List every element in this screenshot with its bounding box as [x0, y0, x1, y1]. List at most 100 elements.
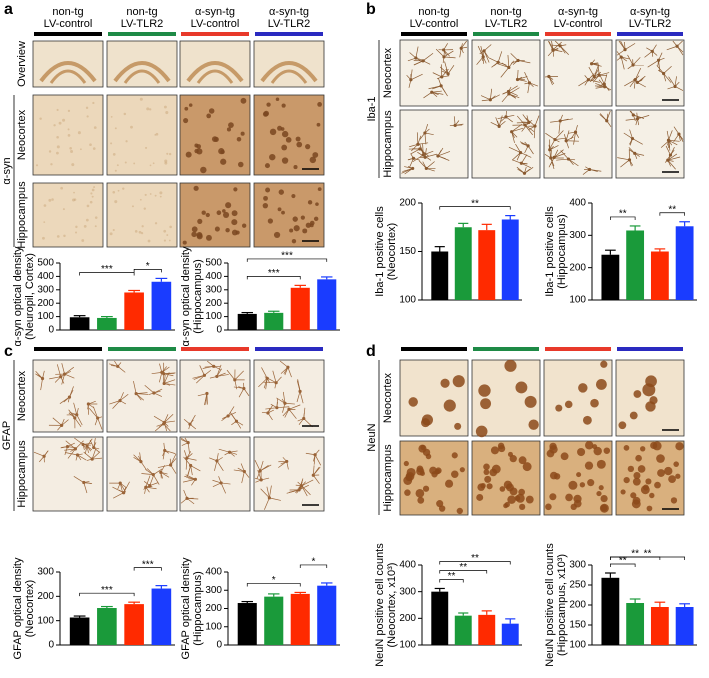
cell: [627, 158, 632, 162]
cell: [415, 489, 425, 498]
cell-process: [216, 460, 224, 472]
cell-process: [432, 72, 442, 78]
cell: [118, 399, 122, 403]
cell: [416, 142, 420, 146]
group-label: LV-control: [554, 18, 603, 30]
cell-process: [632, 138, 643, 145]
cell: [163, 448, 167, 453]
cell: [166, 234, 169, 237]
y-axis-label: (Hippocampus): [556, 214, 568, 289]
significance-bracket: [610, 556, 685, 560]
cell: [225, 202, 232, 209]
cell: [579, 482, 586, 488]
cell: [110, 115, 113, 118]
cell-process: [314, 454, 322, 466]
group-label: α-syn-tg: [195, 6, 235, 18]
cell-process: [282, 391, 286, 404]
cell: [144, 485, 148, 489]
cell-process: [88, 408, 98, 419]
cell: [93, 126, 97, 129]
cell: [596, 459, 606, 469]
cell: [673, 461, 679, 467]
y-axis-label: (Neocortex, x10³): [386, 563, 398, 648]
bar: [124, 292, 144, 330]
cell: [548, 148, 552, 152]
cell-process: [75, 440, 84, 450]
cell: [110, 142, 113, 145]
micrograph: [543, 109, 613, 179]
cell-process: [64, 373, 75, 379]
cell: [51, 198, 54, 201]
cell: [436, 154, 440, 158]
cell: [302, 228, 308, 234]
significance-bracket: [439, 579, 464, 583]
cell: [93, 186, 96, 189]
bar: [601, 254, 620, 300]
cell: [593, 446, 602, 456]
cell: [222, 209, 226, 213]
cell-process: [187, 498, 199, 500]
cell-process: [402, 168, 413, 172]
cell-process: [140, 461, 147, 471]
cell-process: [549, 145, 559, 151]
y-axis-label: GFAP optical density: [12, 557, 24, 659]
cell-process: [637, 75, 646, 83]
cell: [518, 456, 527, 465]
y-tick-label: 300: [37, 284, 54, 295]
cell-process: [573, 132, 576, 145]
y-tick-label: 200: [205, 298, 222, 309]
cell: [582, 415, 592, 425]
cell: [414, 56, 418, 60]
cell: [566, 157, 571, 161]
cell: [305, 144, 311, 150]
cell: [645, 478, 652, 485]
cell: [86, 402, 90, 406]
cell: [277, 207, 282, 212]
cell-process: [287, 367, 292, 378]
cell: [503, 480, 513, 489]
cell: [90, 457, 94, 461]
cell: [411, 166, 415, 171]
micrograph: [179, 94, 251, 176]
hippocampus-shape: [39, 61, 97, 83]
cell-process: [279, 360, 289, 368]
cell-process: [500, 67, 510, 78]
cell: [675, 442, 684, 451]
cell-process: [145, 475, 151, 488]
cell-process: [620, 40, 626, 50]
significance-bracket: [246, 583, 301, 587]
cell: [504, 115, 508, 119]
cell: [645, 375, 657, 388]
cell-process: [501, 93, 510, 103]
cell: [151, 473, 155, 477]
cell-process: [190, 465, 193, 476]
bar: [97, 317, 117, 330]
bar: [69, 617, 90, 645]
cell: [159, 470, 163, 474]
cell: [233, 187, 238, 192]
cell: [145, 146, 148, 149]
cell: [490, 446, 499, 455]
cell-process: [220, 482, 226, 494]
cell-process: [511, 152, 521, 161]
cell: [403, 460, 409, 467]
cell: [60, 186, 63, 190]
cell-process: [227, 406, 235, 417]
bar: [97, 608, 117, 645]
cell: [82, 480, 86, 485]
y-axis-label: NeuN positive cell counts: [374, 543, 386, 667]
cell-process: [299, 391, 304, 404]
cell: [62, 208, 65, 211]
cell: [442, 55, 446, 59]
group-bar: [181, 347, 249, 351]
cell-process: [422, 52, 434, 62]
group-label: LV-control: [44, 18, 93, 30]
cell-process: [625, 118, 638, 121]
significance-bracket: [439, 206, 511, 210]
y-tick-label: 200: [37, 298, 54, 309]
cell: [587, 479, 595, 487]
significance-bracket: [610, 216, 636, 220]
cell: [196, 144, 202, 149]
cell: [446, 72, 450, 76]
cell: [504, 359, 517, 372]
